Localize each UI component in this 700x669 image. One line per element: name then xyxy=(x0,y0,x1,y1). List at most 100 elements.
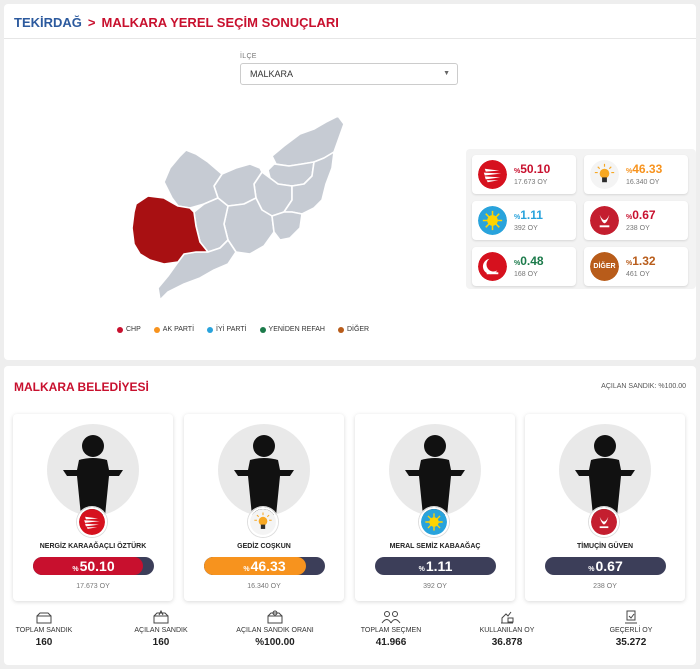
candidate-percent-bar: %46.33 xyxy=(204,557,325,575)
legend-item: AK PARTİ xyxy=(153,326,195,333)
stat-value: 160 xyxy=(35,637,53,648)
legend-label: İYİ PARTİ xyxy=(216,326,247,333)
party-result-card[interactable]: %50.10 17.673 OY xyxy=(472,155,576,194)
breadcrumb-home-link[interactable]: TEKİRDAĞ xyxy=(14,15,82,30)
candidate-percent: %50.10 xyxy=(72,558,115,574)
stat-label: AÇILAN SANDIK xyxy=(134,627,188,634)
map-legend: CHP AK PARTİ İYİ PARTİ YENİDEN REFAH DİĞ… xyxy=(117,326,369,333)
zafer-logo-icon xyxy=(590,206,619,235)
header-divider xyxy=(4,38,696,39)
stat-item: TOPLAM SEÇMEN 41.966 xyxy=(336,610,446,648)
stat-value: 36.878 xyxy=(491,637,523,648)
party-percent: %46.33 xyxy=(626,162,663,176)
party-votes: 168 OY xyxy=(514,271,538,278)
stat-value: 41.966 xyxy=(375,637,407,648)
party-result-card[interactable]: %46.33 16.340 OY xyxy=(584,155,688,194)
legend-swatch xyxy=(153,326,160,333)
candidate-silhouette-icon xyxy=(389,424,481,516)
legend-item: DİĞER xyxy=(337,326,370,333)
yrp-logo-icon xyxy=(478,252,507,281)
legend-swatch xyxy=(259,326,266,333)
candidate-percent-bar: %0.67 xyxy=(545,557,666,575)
party-results-panel: %50.10 17.673 OY %46.33 16.340 OY %1.11 … xyxy=(466,149,696,289)
map-region-malkara[interactable] xyxy=(131,195,209,265)
party-percent: %50.10 xyxy=(514,162,551,176)
legend-item: İYİ PARTİ xyxy=(207,326,247,333)
ballot-rate-icon xyxy=(220,610,330,624)
legend-label: AK PARTİ xyxy=(162,326,195,333)
page-title: MALKARA YEREL SEÇİM SONUÇLARI xyxy=(101,15,339,30)
iyi-sun-icon xyxy=(419,507,449,537)
stat-item: TOPLAM SANDIK 160 xyxy=(0,610,99,648)
party-result-card[interactable]: %1.11 392 OY xyxy=(472,201,576,240)
district-select[interactable]: MALKARA ▼ xyxy=(240,63,458,85)
stat-value: 35.272 xyxy=(615,637,647,648)
stat-label: TOPLAM SEÇMEN xyxy=(360,627,422,634)
party-votes: 17.673 OY xyxy=(514,179,548,186)
candidate-name: NERGİZ KARAAĞAÇLI ÖZTÜRK xyxy=(39,543,147,550)
candidate-percent-bar: %1.11 xyxy=(375,557,496,575)
section-title: MALKARA BELEDİYESİ xyxy=(14,380,149,394)
candidate-votes: 238 OY xyxy=(593,583,617,590)
legend-label: CHP xyxy=(126,326,141,333)
legend-swatch xyxy=(117,326,123,333)
candidate-percent-fill xyxy=(33,557,144,575)
party-percent: %1.32 xyxy=(626,254,656,268)
cast-vote-icon xyxy=(452,610,562,624)
legend-swatch xyxy=(207,326,214,333)
stat-value: %100.00 xyxy=(255,637,295,648)
zafer-logo-icon xyxy=(589,507,619,537)
candidate-percent-bar: %50.10 xyxy=(33,557,154,575)
candidate-percent: %0.67 xyxy=(588,558,623,574)
legend-item: CHP xyxy=(117,326,141,333)
opened-ballots-status: AÇILAN SANDIK: %100.00 xyxy=(601,383,686,390)
candidate-card[interactable]: GEDİZ COŞKUN %46.33 16.340 OY xyxy=(184,414,344,601)
open-ballot-box-icon xyxy=(106,609,216,624)
candidate-percent-fill xyxy=(204,557,306,575)
ballot-box-icon xyxy=(0,610,99,624)
results-map-card: TEKİRDAĞ > MALKARA YEREL SEÇİM SONUÇLARI… xyxy=(4,4,696,360)
candidate-percent: %46.33 xyxy=(243,558,286,574)
legend-swatch xyxy=(337,326,344,333)
party-result-card[interactable]: %0.67 238 OY xyxy=(584,201,688,240)
party-percent: %0.48 xyxy=(514,254,544,268)
stat-item: GEÇERLİ OY 35.272 xyxy=(576,610,686,648)
candidate-silhouette-icon xyxy=(559,424,651,516)
party-votes: 238 OY xyxy=(626,225,650,232)
party-votes: 16.340 OY xyxy=(626,179,660,186)
party-votes: 461 OY xyxy=(626,271,650,278)
candidate-name: MERAL SEMİZ KABAAĞAÇ xyxy=(389,543,481,550)
chevron-down-icon: ▼ xyxy=(443,70,450,77)
akp-bulb-icon xyxy=(248,507,278,537)
candidate-card[interactable]: NERGİZ KARAAĞAÇLI ÖZTÜRK %50.10 17.673 O… xyxy=(13,414,173,601)
candidate-card[interactable]: TİMUÇİN GÜVEN %0.67 238 OY xyxy=(525,414,685,601)
akp-bulb-icon xyxy=(590,160,619,189)
breadcrumb: TEKİRDAĞ > MALKARA YEREL SEÇİM SONUÇLARI xyxy=(14,15,339,30)
candidate-name: TİMUÇİN GÜVEN xyxy=(577,543,633,550)
chevron-right-icon: > xyxy=(87,15,96,30)
candidate-percent: %1.11 xyxy=(418,558,453,574)
stat-label: KULLANILAN OY xyxy=(479,627,535,634)
legend-label: YENİDEN REFAH xyxy=(268,326,325,333)
party-percent: %0.67 xyxy=(626,208,656,222)
stat-item: AÇILAN SANDIK 160 xyxy=(106,609,216,648)
candidate-silhouette-icon xyxy=(47,424,139,516)
candidate-votes: 392 OY xyxy=(423,583,447,590)
party-percent: %1.11 xyxy=(514,208,543,222)
legend-label: DİĞER xyxy=(346,326,370,333)
map-region[interactable] xyxy=(271,211,303,241)
stat-value: 160 xyxy=(152,637,170,648)
stat-label: AÇILAN SANDIK ORANI xyxy=(236,627,314,634)
stat-item: KULLANILAN OY 36.878 xyxy=(452,610,562,648)
party-logo-text: DİĞER xyxy=(593,263,616,270)
stat-label: GEÇERLİ OY xyxy=(609,627,653,634)
district-map xyxy=(131,115,345,301)
chp-logo-icon xyxy=(478,160,507,189)
candidate-votes: 16.340 OY xyxy=(247,583,281,590)
legend-item: YENİDEN REFAH xyxy=(259,326,325,333)
candidate-card[interactable]: MERAL SEMİZ KABAAĞAÇ %1.11 392 OY xyxy=(355,414,515,601)
party-result-card[interactable]: %0.48 168 OY xyxy=(472,247,576,286)
stat-label: TOPLAM SANDIK xyxy=(15,627,73,634)
party-result-card[interactable]: DİĞER %1.32 461 OY xyxy=(584,247,688,286)
diger-icon: DİĞER xyxy=(590,252,619,281)
